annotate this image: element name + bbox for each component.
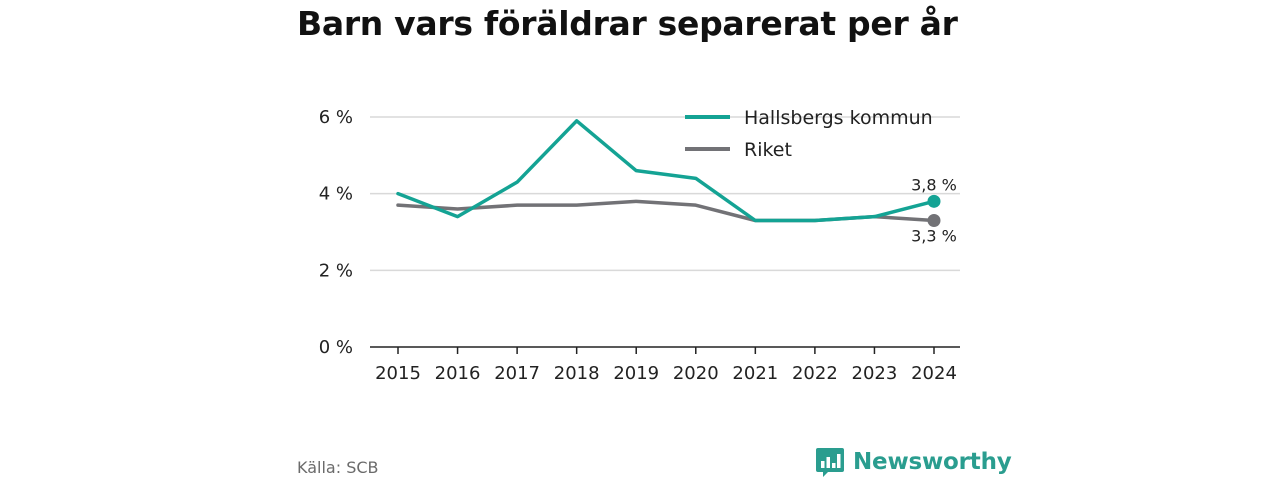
x-tick-label: 2022 — [792, 363, 838, 384]
x-tick-label: 2016 — [435, 363, 481, 384]
x-tick-label: 2017 — [494, 363, 540, 384]
x-tick-label: 2021 — [732, 363, 778, 384]
end-value-label: 3,3 % — [911, 227, 957, 246]
x-tick-label: 2019 — [613, 363, 659, 384]
series-line — [396, 119, 936, 223]
brand-logo[interactable]: Newsworthy — [815, 446, 1012, 478]
x-tick-label: 2018 — [554, 363, 600, 384]
legend: Hallsbergs kommun Riket — [685, 107, 933, 161]
end-value-label: 3,8 % — [911, 175, 957, 194]
chart-title: Barn vars föräldrar separerat per år — [297, 4, 958, 43]
x-tick-label: 2015 — [375, 363, 421, 384]
source-text: Källa: SCB — [297, 458, 379, 477]
legend-label: Hallsbergs kommun — [744, 107, 933, 129]
x-tick-label: 2023 — [852, 363, 898, 384]
end-point-marker — [927, 194, 941, 208]
series-lines — [396, 119, 941, 227]
x-axis: 2015 2016 2017 2018 2019 2020 2021 2022 2023 2024 — [370, 346, 960, 384]
y-tick-label: 4 % — [319, 184, 353, 205]
gridlines — [370, 116, 960, 272]
newsworthy-logo-icon — [816, 448, 844, 477]
y-tick-label: 2 % — [319, 260, 353, 281]
legend-label: Riket — [744, 139, 792, 161]
y-tick-label: 0 % — [319, 337, 353, 358]
line-chart: 0 % 2 % 4 % 6 % 2015 2016 2017 2018 2019 2020 202… — [319, 107, 960, 384]
y-axis-tick-labels: 0 % 2 % 4 % 6 % — [319, 107, 353, 358]
x-tick-label: 2024 — [911, 363, 957, 384]
brand-name: Newsworthy — [853, 449, 1012, 475]
y-tick-label: 6 % — [319, 107, 353, 128]
end-labels: 3,8 % 3,3 % — [911, 175, 957, 245]
end-point-marker — [927, 214, 941, 227]
x-tick-label: 2020 — [673, 363, 719, 384]
